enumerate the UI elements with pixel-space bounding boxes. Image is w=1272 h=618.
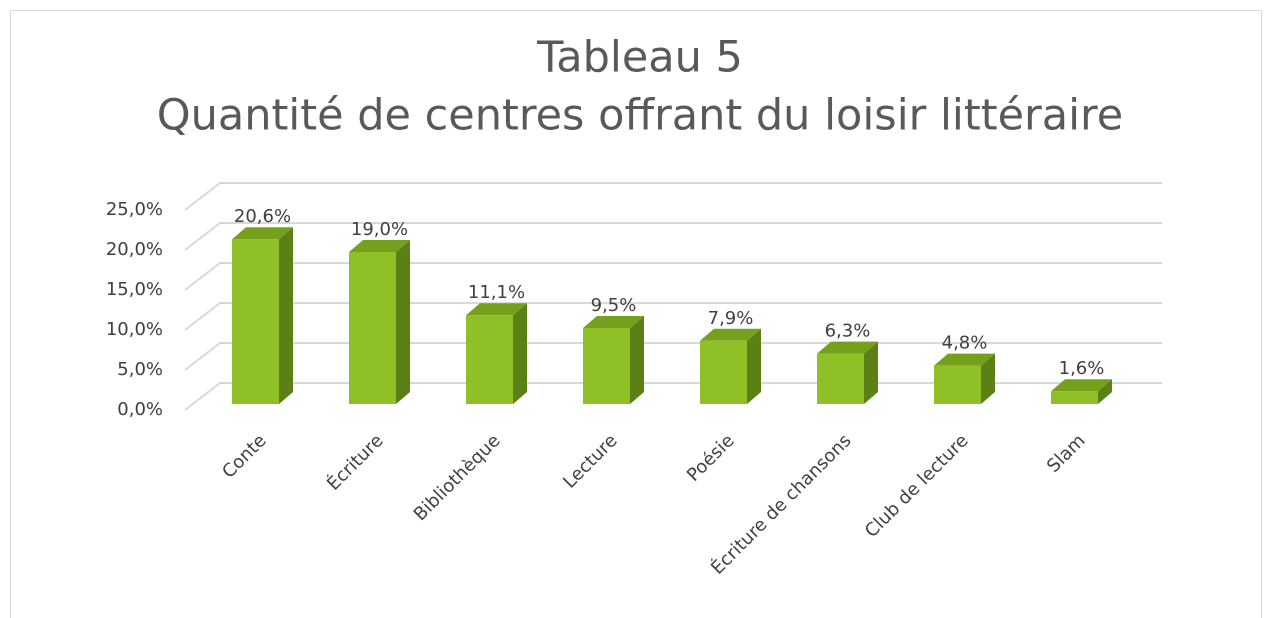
bar-front [817,353,864,404]
bar-side [279,227,293,404]
bar-side [396,240,410,404]
bar [349,240,410,404]
value-label: 1,6% [1059,358,1105,379]
bar [583,316,644,404]
value-label: 19,0% [351,219,408,240]
bar-top [583,316,644,328]
chart-frame [10,10,1262,618]
grid-line [184,182,1162,211]
bar-front [1051,391,1098,404]
bar-top [700,328,761,341]
chart-title: Tableau 5 [536,33,743,83]
value-label: 4,8% [942,333,988,354]
bar [817,341,878,404]
bar-top [817,341,878,354]
bar-top [934,353,995,366]
bar [232,227,293,404]
bar-front [232,239,279,404]
bar-front [466,315,513,404]
bar-side [1098,379,1112,404]
bar-top [232,227,293,240]
bar-top [466,303,527,316]
bar-top [1051,379,1112,392]
value-label: 9,5% [591,295,637,316]
bar [700,328,761,404]
y-tick-label: 0,0% [117,399,163,420]
bar-top [349,240,410,252]
y-tick-label: 15,0% [106,279,163,300]
bar-front [934,365,981,404]
y-tick-label: 5,0% [117,359,163,380]
value-label: 11,1% [468,282,525,303]
bar-front [700,340,747,404]
value-label: 7,9% [708,308,754,329]
grid-line [184,222,1162,251]
y-tick-label: 10,0% [106,319,163,340]
y-tick-label: 25,0% [106,199,163,220]
bar [1051,379,1112,404]
y-tick-label: 20,0% [106,239,163,260]
bar-side [747,328,761,404]
bar-side [630,316,644,404]
value-label: 6,3% [825,321,871,342]
value-label: 20,6% [234,206,291,227]
bar-side [981,353,995,404]
bar [466,303,527,404]
bar-side [864,341,878,404]
grid-line [184,302,1162,331]
grid-line [184,262,1162,291]
bar-side [513,303,527,404]
bar [934,353,995,404]
chart-title: Quantité de centres offrant du loisir li… [157,91,1123,141]
bar-front [349,252,396,404]
bar-front [583,328,630,404]
